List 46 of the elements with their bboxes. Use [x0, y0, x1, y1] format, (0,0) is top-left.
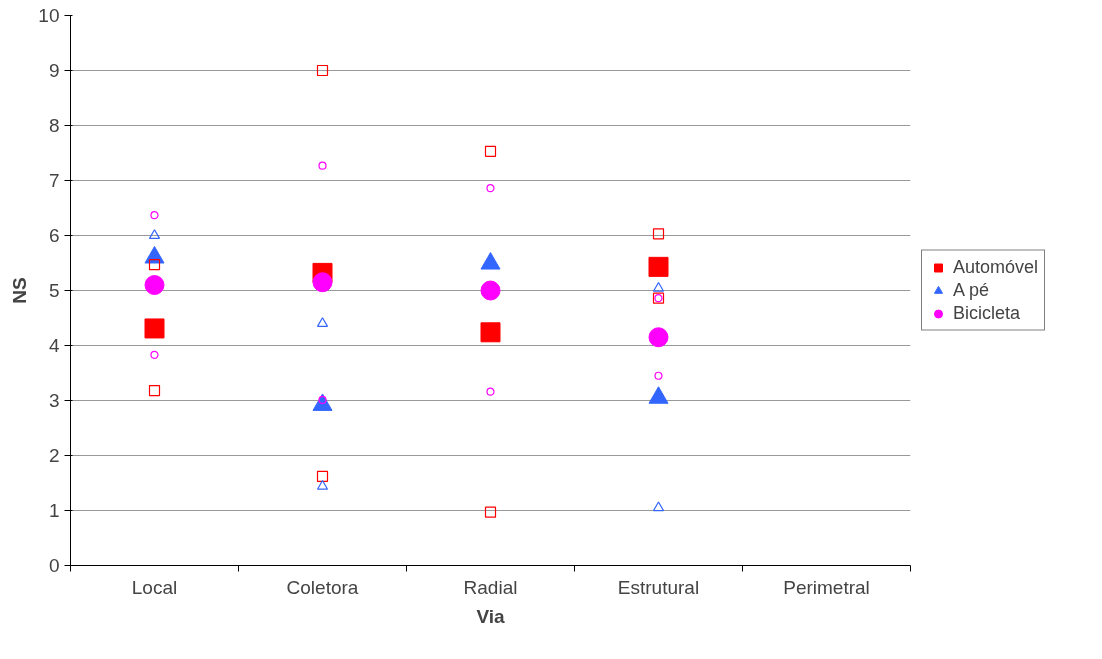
y-tick-label: 1	[48, 500, 60, 521]
legend-label: A pé	[953, 279, 990, 301]
point	[144, 318, 165, 339]
point	[484, 145, 497, 157]
point	[316, 317, 329, 327]
point	[316, 64, 329, 77]
point	[652, 501, 665, 512]
legend-label: Automóvel	[953, 256, 1039, 278]
legend-label: Bicicleta	[953, 302, 1021, 324]
x-tick-label: Perimetral	[783, 576, 870, 598]
point	[148, 385, 161, 397]
x-axis-title: Via	[476, 605, 506, 627]
point	[312, 272, 333, 293]
y-tick-label: 2	[48, 445, 60, 466]
y-tick-label: 3	[48, 390, 60, 411]
point	[486, 184, 495, 193]
y-tick-label: 0	[48, 555, 60, 576]
x-tick-label: Coletora	[286, 576, 359, 598]
x-tick-label: Estrutural	[617, 576, 700, 598]
y-tick-label: 4	[48, 335, 60, 356]
point	[318, 161, 327, 170]
point	[480, 280, 501, 301]
point	[144, 275, 165, 295]
point	[480, 322, 501, 343]
y-tick-label: 6	[48, 225, 60, 246]
point	[652, 281, 665, 292]
y-axis-title: NS	[9, 277, 31, 304]
y-tick-label: 8	[48, 115, 60, 136]
y-tick-label: 10	[38, 5, 60, 26]
point	[652, 228, 665, 240]
point	[148, 229, 161, 239]
point	[150, 350, 159, 359]
point	[150, 211, 159, 220]
point	[316, 470, 329, 482]
y-tick-label: 5	[48, 280, 60, 301]
y-tick-label: 7	[48, 170, 60, 191]
x-tick-label: Radial	[463, 576, 518, 598]
point	[648, 327, 669, 348]
point	[316, 479, 329, 490]
point	[148, 259, 161, 271]
point	[654, 371, 663, 380]
point	[484, 506, 497, 518]
x-tick-label: Local	[131, 576, 178, 598]
point	[648, 256, 669, 277]
y-tick-label: 9	[48, 60, 60, 81]
point	[486, 387, 495, 396]
